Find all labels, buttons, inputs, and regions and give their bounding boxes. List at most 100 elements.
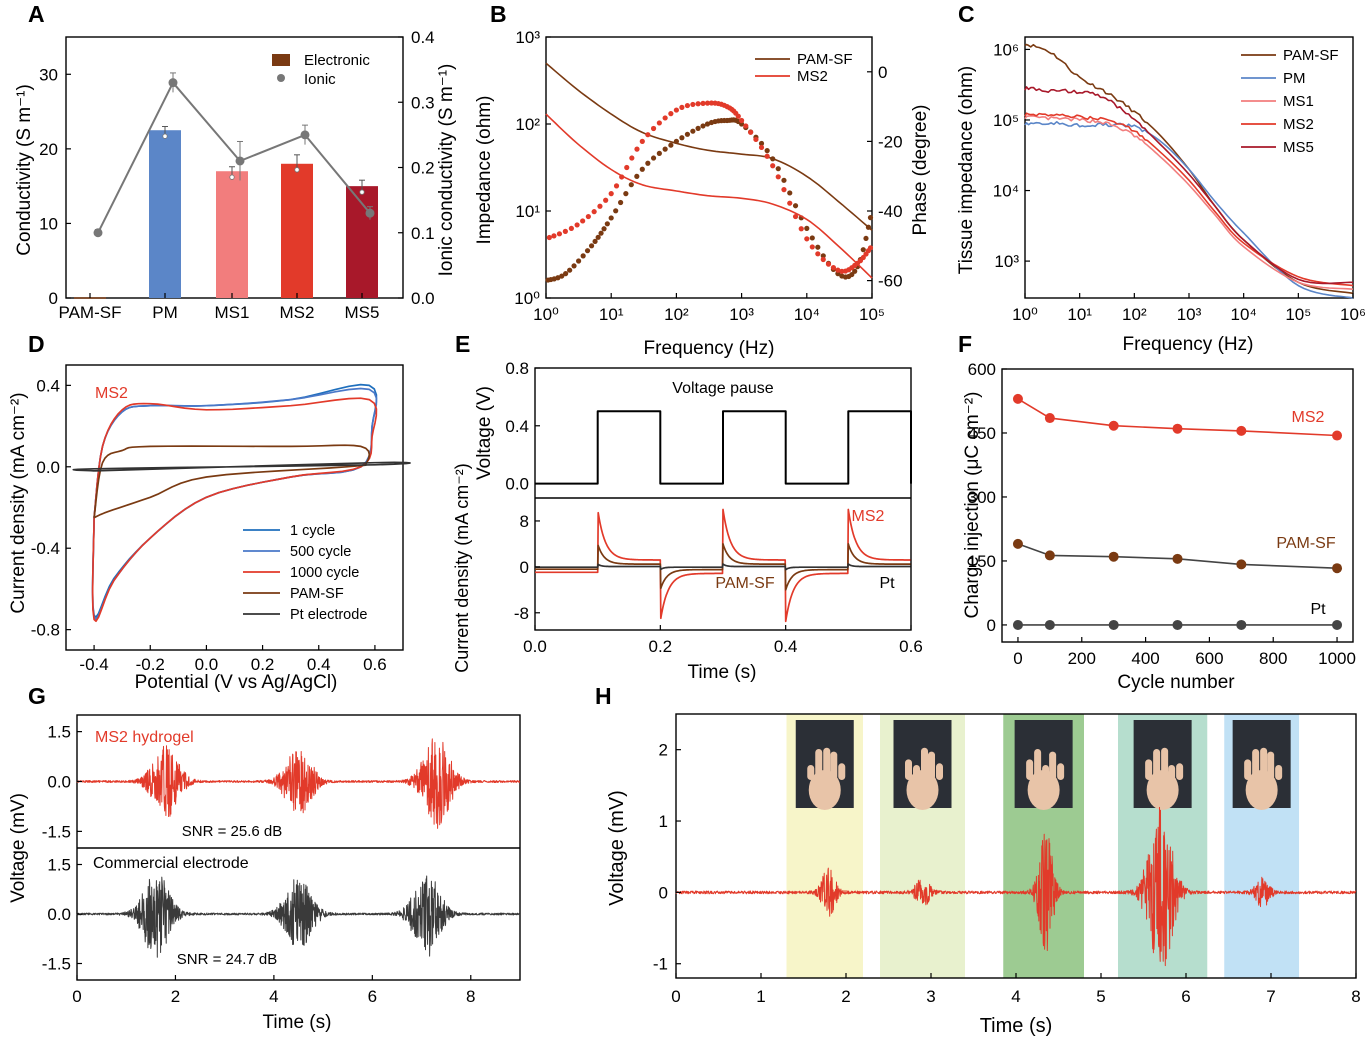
x-tick-label: 4	[1011, 987, 1020, 1006]
phase-point	[787, 200, 793, 206]
phase-point	[679, 135, 685, 141]
phase-point	[580, 253, 586, 259]
x-tick-label: 10⁵	[859, 305, 885, 324]
finger-shape	[807, 765, 815, 780]
point-Pt	[1108, 619, 1119, 630]
bar-PM	[149, 130, 181, 298]
phase-point	[775, 166, 781, 172]
phase-point	[567, 267, 573, 273]
phase-point	[748, 129, 754, 135]
phase-point	[562, 228, 568, 234]
finger-shape	[1161, 747, 1169, 780]
phase-point	[792, 213, 799, 220]
phase-point	[604, 221, 610, 227]
bar-marker	[162, 133, 168, 139]
y-tick-label: 600	[968, 360, 996, 379]
label-ms2-hydrogel: MS2 hydrogel	[95, 729, 194, 746]
voltage-pulse	[535, 410, 912, 485]
phase-point	[624, 164, 630, 171]
phase-point	[809, 235, 815, 241]
x-tick-label: 10¹	[599, 305, 624, 324]
x-tick-label: 1	[756, 987, 765, 1006]
finger-shape	[1168, 765, 1176, 780]
y-tick-label: 0	[520, 558, 529, 577]
y-tick-label: 450	[968, 424, 996, 443]
phase-point	[580, 218, 586, 224]
x-tick-label: 6	[1181, 987, 1190, 1006]
phase-point	[867, 215, 874, 221]
label-ms2: MS2	[852, 508, 885, 525]
impedance-line-PM	[1024, 121, 1354, 299]
ionic-point	[93, 228, 103, 238]
bar-marker	[294, 167, 300, 173]
panel-e: 0.0 0.2 0.4 0.6 0.0 0.4 0.8 -8 0 8 Time (s) Voltage…	[452, 359, 923, 683]
palm-shape	[1146, 770, 1179, 810]
line-MS2	[1017, 398, 1338, 437]
impedance-line-MS2	[1024, 112, 1354, 287]
phase-point	[809, 244, 815, 250]
plot-frame	[65, 364, 404, 651]
palm-shape	[1245, 770, 1278, 810]
phase-point	[753, 136, 759, 143]
finger-shape	[1153, 749, 1161, 780]
x-tick-label: 10²	[1122, 305, 1147, 324]
phase-point	[592, 238, 598, 245]
y2-tick-label: 0.1	[411, 224, 435, 243]
bar-MS2	[281, 163, 313, 298]
y-tick-label: 10⁴	[993, 182, 1019, 201]
phase-point	[603, 197, 609, 203]
y2-tick-label: 0.3	[411, 93, 435, 112]
x-tick-label: 10⁴	[794, 305, 820, 324]
point-PAM-SF	[1236, 559, 1247, 570]
phase-point	[700, 100, 706, 106]
phase-point	[764, 153, 770, 159]
y2-axis-title: Phase (degree)	[910, 105, 931, 236]
panel-letter-D: D	[28, 331, 45, 357]
x-tick-label: 1000	[1318, 649, 1356, 668]
x-tick-label: 10³	[1177, 305, 1202, 324]
y-tick-label: 10	[39, 214, 58, 233]
phase-point	[619, 174, 625, 180]
hand-gesture-image-4	[1133, 720, 1192, 810]
hand-gesture-image-5	[1232, 720, 1291, 810]
y-tick-label: 0	[659, 883, 668, 902]
x-tick-label: 2	[171, 987, 180, 1006]
phase-point	[820, 253, 826, 259]
point-PAM-SF	[1012, 538, 1023, 549]
phase-point	[700, 123, 706, 129]
category-label: MS2	[280, 303, 315, 322]
y-axis-title: Tissue impedance (ohm)	[956, 66, 977, 274]
category-label: MS5	[345, 303, 380, 322]
phase-point	[863, 235, 869, 242]
x-axis-title: Potential (V vs Ag/AgCl)	[135, 672, 338, 693]
legend-swatch	[272, 54, 290, 66]
y-tick-label: -0.8	[31, 621, 60, 640]
x-tick-label: 10⁰	[1012, 305, 1038, 324]
y2-axis-title: Ionic conductivity (S m⁻¹)	[436, 64, 457, 277]
y-tick-label: 0.4	[36, 376, 60, 395]
y2-tick-label: 0.0	[411, 289, 435, 308]
cv-line-4	[72, 461, 411, 472]
impedance-line-PAM-SF	[545, 62, 873, 231]
legend-label: 1000 cycle	[290, 565, 359, 581]
finger-shape	[1176, 763, 1184, 780]
legend-label: MS2	[797, 68, 828, 85]
phase-point	[662, 146, 668, 152]
panel-letter-G: G	[28, 683, 46, 709]
phase-point	[656, 150, 662, 156]
line-PAM-SF	[1017, 543, 1338, 569]
phase-point	[835, 267, 841, 273]
x-tick-label: 0	[72, 987, 81, 1006]
phase-point	[634, 146, 640, 152]
point-Pt	[1012, 619, 1023, 630]
phase-point	[781, 187, 787, 193]
y-axis-title: Current density (mA cm⁻²)	[8, 392, 29, 613]
legend-label: Ionic	[304, 71, 336, 88]
phase-point	[792, 203, 799, 209]
x-tick-label: 10⁶	[1340, 305, 1366, 324]
cv-line-3	[93, 444, 371, 519]
y-tick-label: 10⁰	[514, 289, 540, 308]
x-tick-label: 600	[1195, 649, 1223, 668]
y-tick-label: 0.0	[47, 773, 71, 792]
